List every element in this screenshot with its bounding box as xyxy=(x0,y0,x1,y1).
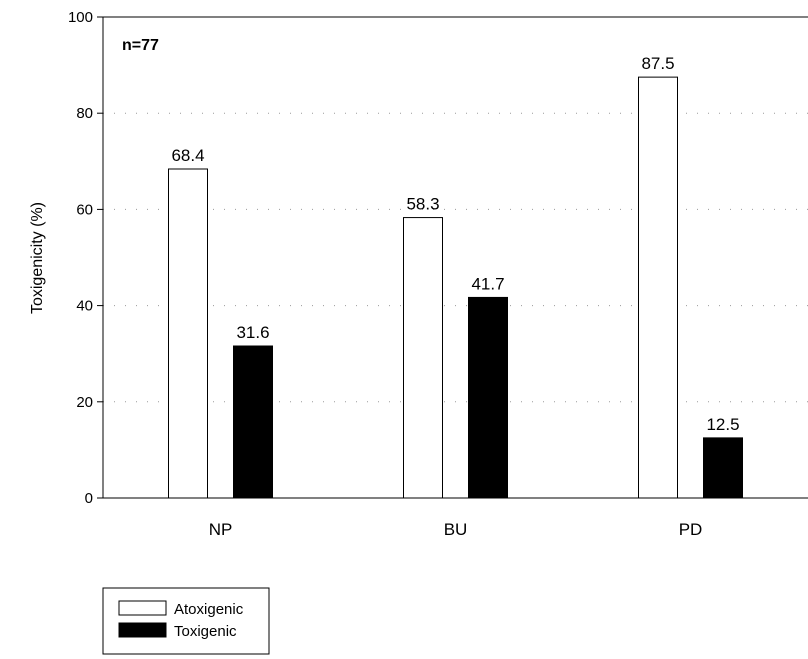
data-label: 58.3 xyxy=(406,195,439,214)
data-labels: 68.4 31.6 58.3 41.7 87.5 12.5 xyxy=(171,54,739,434)
bar-toxigenic-pd xyxy=(703,437,743,499)
legend-label-toxigenic: Toxigenic xyxy=(174,623,237,640)
x-tick-label: PD xyxy=(679,520,703,539)
bar-atoxigenic-np xyxy=(168,168,208,499)
bar-atoxigenic-bu xyxy=(403,217,443,499)
bars xyxy=(168,76,743,499)
x-tick-label: NP xyxy=(209,520,233,539)
y-ticks: 0 20 40 60 80 100 xyxy=(68,9,103,507)
legend-label-atoxigenic: Atoxigenic xyxy=(174,601,244,618)
y-tick-label: 40 xyxy=(76,298,93,315)
y-tick-label: 20 xyxy=(76,394,93,411)
bar-toxigenic-bu xyxy=(468,296,508,499)
legend-swatch-atoxigenic xyxy=(118,600,167,616)
y-tick-label: 0 xyxy=(85,490,93,507)
x-tick-label: BU xyxy=(444,520,468,539)
legend-box xyxy=(102,587,270,655)
y-tick-label: 100 xyxy=(68,9,93,26)
gridlines xyxy=(103,112,808,403)
data-label: 68.4 xyxy=(171,146,204,165)
legend-swatch-toxigenic xyxy=(118,622,167,638)
x-tick-labels: NP BU PD xyxy=(209,520,703,539)
y-tick-label: 80 xyxy=(76,105,93,122)
bar-toxigenic-np xyxy=(233,345,273,499)
y-tick-label: 60 xyxy=(76,201,93,218)
sample-size-annotation: n=77 xyxy=(122,37,159,54)
legend: Atoxigenic Toxigenic xyxy=(102,587,270,655)
bar-atoxigenic-pd xyxy=(638,76,678,499)
data-label: 12.5 xyxy=(706,415,739,434)
axes xyxy=(102,16,808,499)
data-label: 41.7 xyxy=(471,274,504,293)
data-label: 31.6 xyxy=(236,323,269,342)
y-axis-title: Toxigenicity (%) xyxy=(29,202,46,314)
data-label: 87.5 xyxy=(641,54,674,73)
